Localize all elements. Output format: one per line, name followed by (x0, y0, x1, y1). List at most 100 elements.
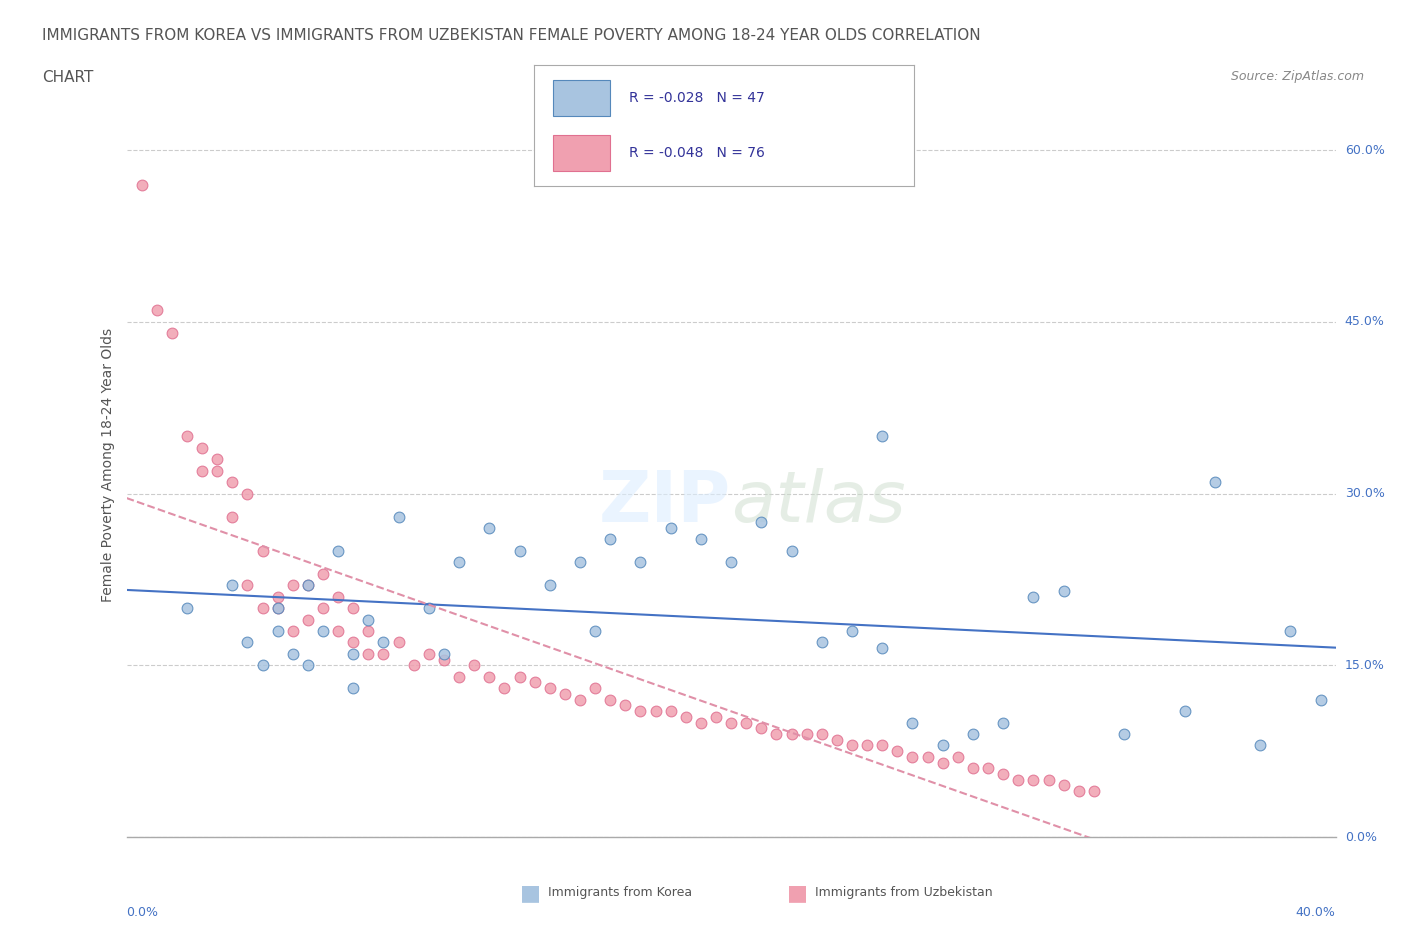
Point (236, 486, 259, 501)
Point (191, 441, 214, 456)
Text: 45.0%: 45.0% (1344, 315, 1385, 328)
Point (720, 555, 742, 570)
Point (614, 698, 637, 712)
Point (297, 578, 319, 592)
Point (281, 623, 304, 638)
Point (342, 646, 364, 661)
Point (1022, 772, 1045, 787)
Point (993, 766, 1015, 781)
Point (630, 555, 652, 570)
Point (402, 658, 425, 672)
Point (841, 738, 863, 753)
Point (463, 658, 485, 672)
Point (176, 601, 198, 616)
Point (659, 704, 682, 719)
Point (872, 429, 894, 444)
Point (946, 750, 969, 764)
Point (388, 635, 411, 650)
Text: ZIP: ZIP (599, 468, 731, 537)
Point (267, 623, 290, 638)
Point (131, 177, 153, 192)
Point (932, 755, 955, 770)
Point (554, 686, 576, 701)
Text: 0.0%: 0.0% (1344, 830, 1376, 844)
Text: 40.0%: 40.0% (1296, 906, 1336, 919)
Text: 15.0%: 15.0% (1344, 658, 1385, 671)
Point (659, 521, 682, 536)
Point (704, 710, 727, 724)
Text: Immigrants from Korea: Immigrants from Korea (548, 886, 693, 899)
Point (962, 761, 984, 776)
Point (630, 704, 652, 719)
Point (751, 721, 773, 736)
Point (568, 555, 592, 570)
Point (932, 738, 955, 753)
Point (433, 652, 456, 667)
Bar (554, 135, 610, 171)
Point (494, 681, 516, 696)
Point (221, 474, 243, 489)
Text: 60.0%: 60.0% (1344, 144, 1385, 157)
Point (1053, 778, 1076, 793)
Point (523, 675, 546, 690)
Text: Immigrants from Uzbekistan: Immigrants from Uzbekistan (815, 886, 993, 899)
Point (1174, 704, 1197, 719)
Point (418, 646, 440, 661)
Point (267, 601, 290, 616)
Point (509, 543, 531, 558)
Text: Source: ZipAtlas.com: Source: ZipAtlas.com (1230, 70, 1364, 83)
Point (856, 738, 879, 753)
Point (388, 509, 411, 524)
Point (418, 601, 440, 616)
Point (342, 635, 364, 650)
Point (326, 623, 350, 638)
Point (176, 429, 198, 444)
Point (872, 738, 894, 753)
Point (267, 601, 290, 616)
Point (146, 303, 169, 318)
Point (841, 623, 863, 638)
Point (205, 452, 228, 467)
Point (297, 578, 319, 592)
Point (252, 543, 274, 558)
Point (1053, 583, 1076, 598)
Point (252, 658, 274, 672)
Text: 0.0%: 0.0% (127, 906, 159, 919)
Point (675, 710, 697, 724)
Point (326, 543, 350, 558)
Point (478, 521, 501, 536)
Point (373, 646, 395, 661)
Point (357, 612, 380, 627)
Text: IMMIGRANTS FROM KOREA VS IMMIGRANTS FROM UZBEKISTAN FEMALE POVERTY AMONG 18-24 Y: IMMIGRANTS FROM KOREA VS IMMIGRANTS FROM… (42, 28, 981, 43)
Point (509, 670, 531, 684)
Point (735, 715, 758, 730)
Text: CHART: CHART (42, 70, 94, 85)
Point (796, 726, 818, 741)
Point (583, 623, 606, 638)
Point (312, 601, 335, 616)
Text: ■: ■ (520, 883, 541, 903)
Point (236, 635, 259, 650)
Point (993, 715, 1015, 730)
Point (886, 744, 908, 759)
Point (644, 704, 666, 719)
Bar (554, 80, 610, 116)
Point (538, 578, 561, 592)
Point (1067, 784, 1090, 799)
Point (297, 658, 319, 672)
Point (962, 726, 984, 741)
Point (1279, 623, 1302, 638)
Point (252, 601, 274, 616)
Point (478, 670, 501, 684)
Text: R = -0.048   N = 76: R = -0.048 N = 76 (630, 146, 765, 160)
Point (342, 601, 364, 616)
Point (357, 623, 380, 638)
Point (599, 532, 621, 547)
Point (1114, 726, 1136, 741)
Point (780, 543, 803, 558)
Text: 30.0%: 30.0% (1344, 487, 1385, 500)
Point (810, 726, 832, 741)
Point (568, 692, 592, 707)
Text: ■: ■ (787, 883, 808, 903)
Point (281, 578, 304, 592)
